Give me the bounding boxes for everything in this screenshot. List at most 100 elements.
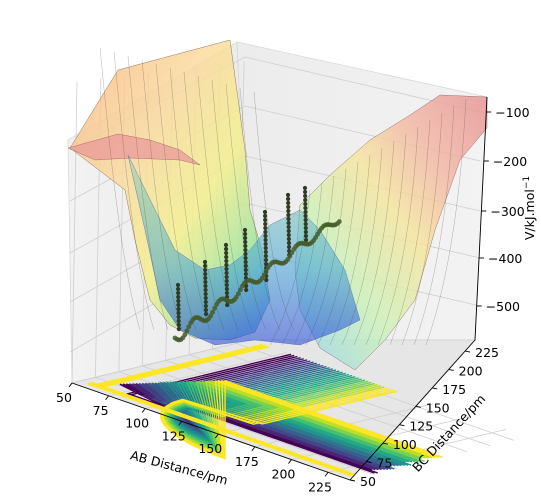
trajectory-point: [264, 277, 269, 283]
trajectory-point: [203, 267, 208, 273]
trajectory-points: [172, 185, 342, 343]
trajectory-point: [210, 309, 216, 315]
trajectory-point: [303, 213, 308, 219]
mesh-line: [269, 189, 311, 346]
trajectory-point: [176, 290, 181, 296]
trajectory-point: [243, 255, 248, 261]
trajectory-point: [303, 201, 308, 207]
contour-line: [138, 360, 386, 471]
potential-surface: [67, 39, 488, 371]
z-axis-line: [474, 96, 488, 341]
mesh-line: [389, 119, 431, 346]
axis-lines: [71, 96, 488, 481]
z-tick-label: −200: [493, 154, 527, 169]
trajectory-point: [224, 270, 229, 276]
mesh-line: [141, 59, 183, 331]
trajectory-point: [224, 274, 229, 280]
trajectory-point: [243, 259, 248, 265]
contour-line: [166, 380, 420, 459]
trajectory-point: [203, 283, 208, 289]
mesh-line: [329, 154, 371, 346]
trajectory-point: [303, 197, 308, 203]
mesh-line: [225, 83, 267, 331]
trajectory-point: [182, 332, 188, 338]
mesh-line: [341, 147, 383, 346]
trajectory-point: [262, 213, 268, 219]
trajectory-point: [243, 243, 248, 249]
mesh-line: [293, 175, 335, 346]
x-tick-label: 125: [162, 428, 186, 443]
trajectory-point: [223, 242, 229, 248]
trajectory-point: [237, 287, 243, 293]
trajectory-point: [212, 305, 218, 311]
mesh-line: [413, 105, 455, 346]
z-tick-label: −500: [486, 299, 520, 314]
trajectory-point: [224, 262, 229, 268]
trajectory-point: [224, 266, 229, 272]
y-tick: [448, 369, 454, 371]
contour-line: [160, 379, 442, 459]
trajectory-point: [263, 245, 268, 251]
tick-marks: [68, 111, 492, 482]
y-tick: [399, 424, 405, 427]
trajectory-point: [303, 225, 308, 231]
y-tick: [349, 479, 356, 482]
y-tick-label: 75: [376, 456, 392, 471]
trajectory-point: [263, 221, 268, 227]
trajectory-point: [285, 192, 291, 198]
trajectory-point: [203, 271, 208, 277]
trajectory-point: [243, 239, 248, 245]
trajectory-point: [302, 185, 308, 191]
trajectory-point: [285, 196, 291, 202]
x-tick: [251, 446, 256, 452]
trajectory-point: [286, 236, 291, 242]
x-tick-label: 175: [235, 454, 259, 469]
x-axis-line: [71, 382, 351, 481]
x-tick-label: 100: [125, 416, 149, 431]
x-tick: [178, 421, 183, 426]
trajectory-point: [224, 286, 229, 292]
trajectory-point: [263, 268, 269, 274]
y-tick: [366, 461, 372, 464]
z-axis-label-exponent: −1: [522, 176, 532, 189]
trajectory-point: [176, 314, 181, 320]
x-tick: [324, 472, 329, 477]
z-tick-label: −300: [490, 204, 524, 219]
trajectory-point: [262, 209, 268, 215]
mesh-line: [197, 75, 239, 331]
contour-line: [159, 379, 437, 460]
trajectory-point: [235, 291, 241, 297]
mesh-line: [305, 168, 347, 346]
trajectory-point: [263, 253, 268, 259]
contour-line-outer: [87, 343, 352, 477]
trajectory-point: [243, 263, 248, 269]
trajectory-point: [203, 299, 208, 305]
x-tick: [214, 433, 219, 439]
x-tick-label: 50: [56, 390, 72, 405]
trajectory-point: [286, 228, 291, 234]
x-tick-label: 75: [93, 403, 109, 418]
trajectory-point: [286, 220, 291, 226]
trajectory-point: [175, 282, 181, 288]
trajectory-point: [176, 294, 181, 300]
trajectory-point: [243, 235, 248, 241]
surface-left-plateau: [67, 133, 201, 166]
mesh-line: [113, 51, 155, 331]
x-tick: [141, 408, 146, 413]
trajectory-point: [224, 258, 229, 264]
trajectory-point: [286, 232, 291, 238]
trajectory-point: [243, 267, 248, 273]
mesh-line: [317, 161, 359, 346]
trajectory-point: [243, 247, 248, 253]
trajectory-point: [203, 311, 209, 317]
y-axis-line: [349, 339, 476, 481]
trajectory-point: [176, 326, 181, 332]
mesh-line: [169, 67, 211, 331]
trajectory-point: [286, 208, 291, 214]
trajectory-point: [263, 217, 268, 223]
trajectory-point: [223, 246, 229, 252]
trajectory-point: [203, 295, 208, 301]
